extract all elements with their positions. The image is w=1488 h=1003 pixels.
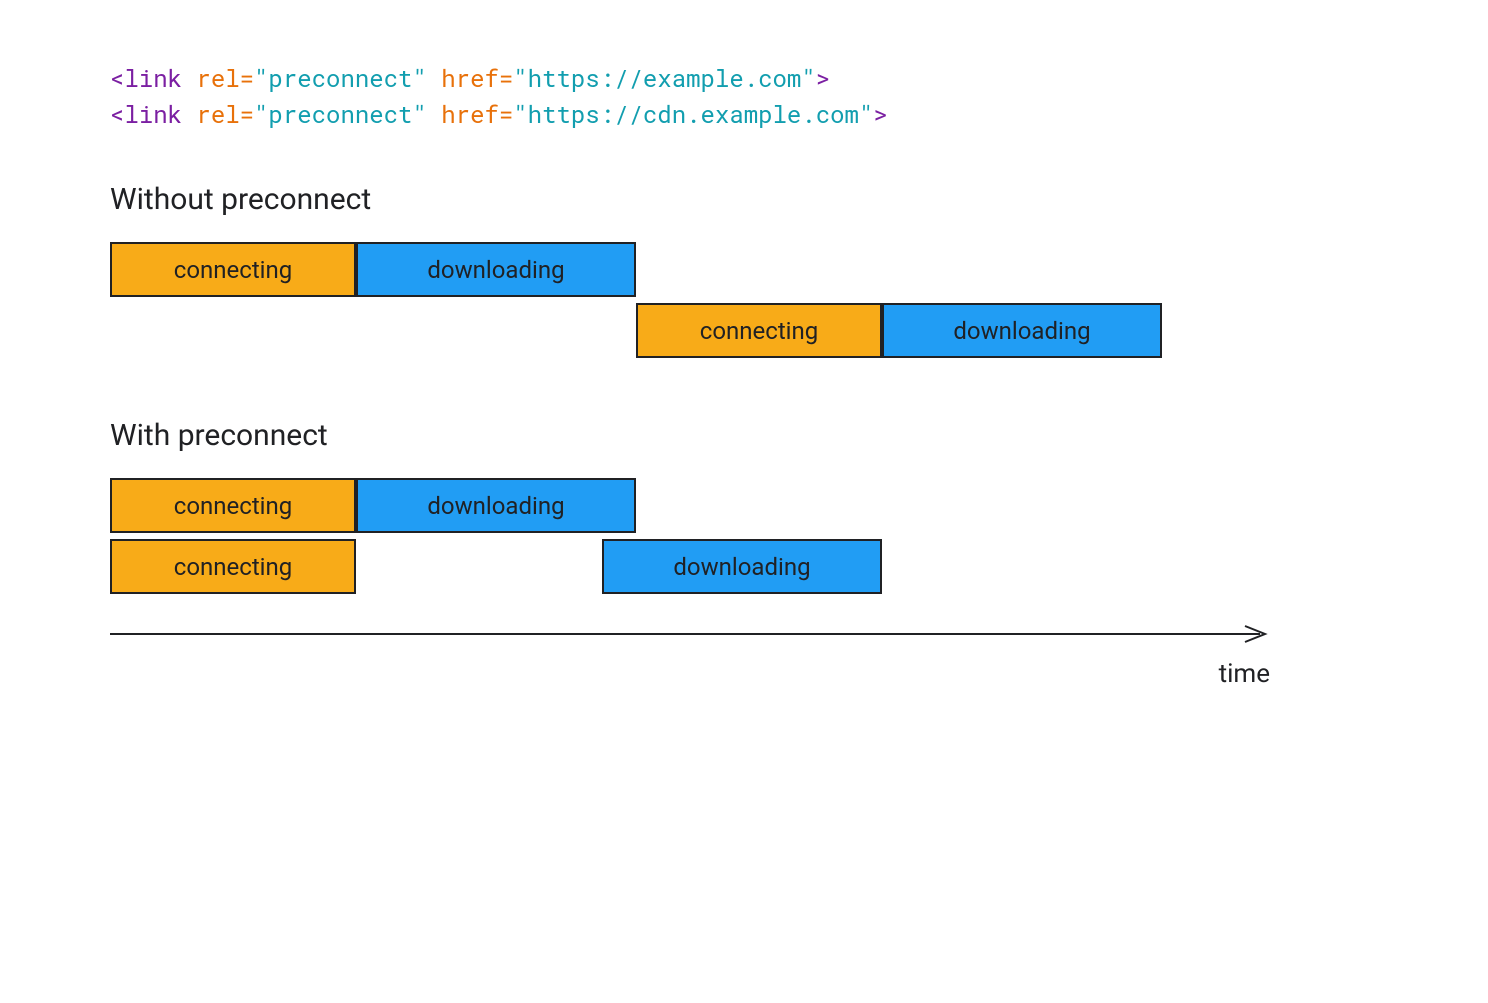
timeline-row: connectingdownloading xyxy=(110,242,1378,297)
downloading-bar: downloading xyxy=(882,303,1162,358)
timeline-row: connectingdownloading xyxy=(110,478,1378,533)
downloading-bar: downloading xyxy=(356,242,636,297)
spacer xyxy=(356,539,602,594)
axis-label: time xyxy=(110,659,1270,689)
timeline-without: connectingdownloadingconnectingdownloadi… xyxy=(110,242,1378,358)
code-value: "preconnect" xyxy=(254,98,441,130)
section-without-preconnect: Without preconnect connectingdownloading… xyxy=(110,182,1378,358)
spacer xyxy=(110,303,636,358)
code-tag: <link xyxy=(110,62,196,94)
connecting-bar: connecting xyxy=(110,539,356,594)
code-tag: <link xyxy=(110,98,196,130)
section-title: Without preconnect xyxy=(110,182,1378,217)
section-with-preconnect: With preconnect connectingdownloadingcon… xyxy=(110,418,1378,594)
downloading-bar: downloading xyxy=(356,478,636,533)
code-value: "preconnect" xyxy=(254,62,441,94)
code-line-2: <link rel="preconnect" href="https://cdn… xyxy=(110,96,1378,132)
code-tag: > xyxy=(816,62,830,94)
connecting-bar: connecting xyxy=(110,242,356,297)
code-line-1: <link rel="preconnect" href="https://exa… xyxy=(110,60,1378,96)
connecting-bar: connecting xyxy=(110,478,356,533)
timeline-with: connectingdownloadingconnectingdownloadi… xyxy=(110,478,1378,594)
time-axis: time xyxy=(110,624,1378,689)
code-value: "https://cdn.example.com" xyxy=(513,98,873,130)
downloading-bar: downloading xyxy=(602,539,882,594)
connecting-bar: connecting xyxy=(636,303,882,358)
code-value: "https://example.com" xyxy=(513,62,815,94)
code-attr: href= xyxy=(441,98,513,130)
code-attr: rel= xyxy=(196,62,254,94)
section-title: With preconnect xyxy=(110,418,1378,453)
code-attr: rel= xyxy=(196,98,254,130)
timeline-row: connecting downloading xyxy=(110,539,1378,594)
axis-arrow xyxy=(110,624,1270,644)
code-tag: > xyxy=(873,98,887,130)
timeline-row: connectingdownloading xyxy=(110,303,1378,358)
code-attr: href= xyxy=(441,62,513,94)
code-block: <link rel="preconnect" href="https://exa… xyxy=(110,60,1378,132)
